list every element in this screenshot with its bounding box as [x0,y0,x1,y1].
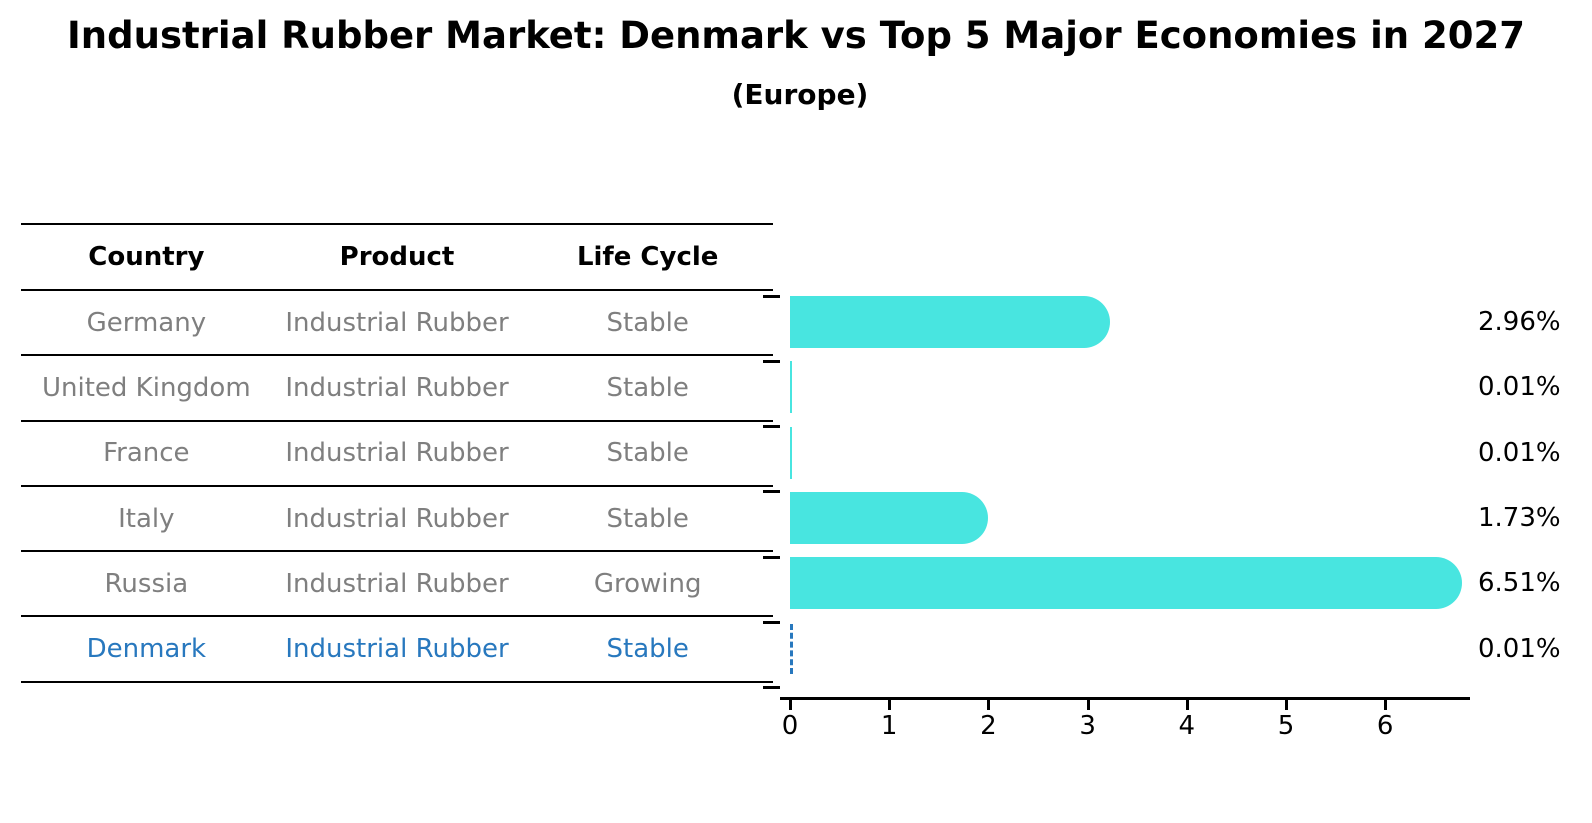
table-row: Italy Industrial Rubber Stable [21,487,773,553]
table-cell-country: Germany [86,307,207,338]
table-header-country: Country [88,242,205,272]
table-body: Germany Industrial Rubber Stable United Kin… [21,291,773,683]
x-tick-label: 1 [880,711,898,741]
table-header-product: Product [339,242,455,272]
bar-value-label: 2.96% [1478,307,1561,337]
table-row: Denmark Industrial Rubber Stable [21,617,773,683]
x-tick-label: 0 [781,711,799,741]
table-row: Russia Industrial Rubber Growing [21,552,773,618]
table-cell-product: Industrial Rubber [285,438,509,469]
y-tick-mark [763,621,780,625]
table-cell-country: Denmark [86,634,207,665]
table-cell-life_cycle: Growing [593,568,702,599]
table-cell-country: France [103,438,190,469]
bar [790,623,793,674]
table-cell-country: Italy [118,503,175,534]
table-cell-life_cycle: Stable [606,634,689,665]
x-tick-label: 6 [1376,711,1394,741]
table-cell-country: United Kingdom [41,372,251,403]
bar [790,491,988,544]
x-tick-label: 2 [980,711,997,741]
x-tick-label: 4 [1178,711,1196,741]
x-axis-line [780,697,1470,700]
table-cell-product: Industrial Rubber [285,372,509,403]
table-row: United Kingdom Industrial Rubber Stable [21,356,773,422]
x-tick-mark [888,699,892,710]
y-tick-mark [763,490,780,494]
table-cell-life_cycle: Stable [606,503,689,534]
bar [790,296,1110,348]
bar-value-label: 0.01% [1478,633,1561,664]
table-cell-life_cycle: Stable [606,438,689,469]
x-tick-label: 5 [1277,711,1295,741]
x-tick-mark [1185,699,1189,710]
country-table: Country Product Life Cycle Germany Indust… [21,223,773,683]
x-tick-mark [1384,699,1388,710]
bar [790,557,1462,610]
table-header-row: Country Product Life Cycle [21,225,773,291]
x-tick-mark [1285,699,1288,710]
table-cell-product: Industrial Rubber [285,503,509,534]
y-tick-mark [763,686,780,690]
bar-value-label: 6.51% [1478,568,1561,599]
table-cell-product: Industrial Rubber [285,634,509,665]
bar [790,361,792,414]
table-cell-country: Russia [104,568,189,599]
y-tick-mark [763,555,780,559]
table-header-lifecycle: Life Cycle [576,242,719,272]
table-cell-product: Industrial Rubber [285,307,509,338]
table-cell-life_cycle: Stable [606,372,689,403]
bar-value-label: 0.01% [1478,372,1561,403]
x-tick-label: 3 [1079,711,1096,741]
table-row: France Industrial Rubber Stable [21,422,773,487]
table-cell-life_cycle: Stable [606,307,689,338]
table-cell-product: Industrial Rubber [285,568,509,599]
y-tick-mark [763,359,780,363]
chart-subtitle: (Europe) [731,78,869,111]
bar-value-label: 0.01% [1478,437,1561,468]
table-row: Germany Industrial Rubber Stable [21,291,773,357]
bar [790,426,792,479]
x-tick-mark [987,699,991,710]
y-tick-mark [763,294,780,298]
x-tick-mark [789,699,792,710]
bar-value-label: 1.73% [1478,502,1561,533]
x-tick-mark [1086,699,1090,710]
y-tick-mark [763,425,780,429]
chart-title: Industrial Rubber Market: Denmark vs Top… [67,14,1525,57]
